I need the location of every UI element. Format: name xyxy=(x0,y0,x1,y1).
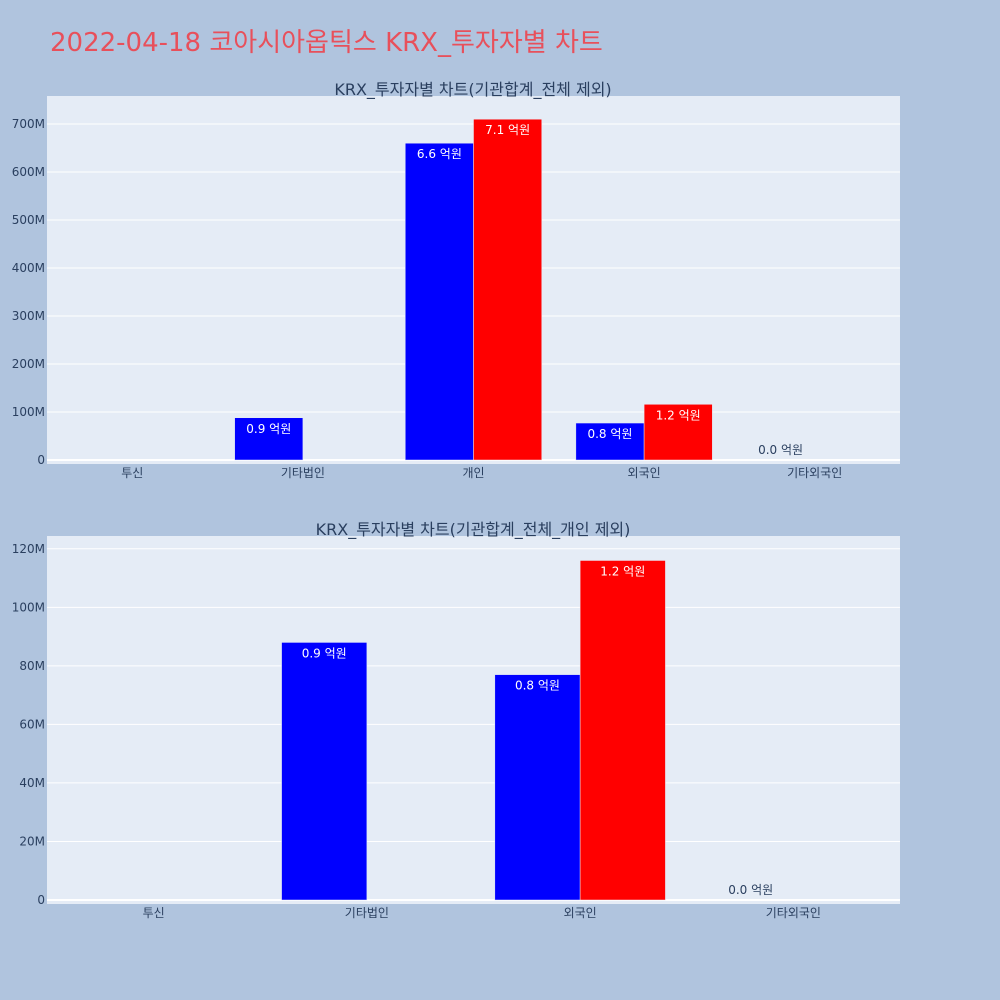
bar-data-label: 0.0 억원 xyxy=(728,883,773,897)
x-tick-label: 기타외국인 xyxy=(787,466,842,480)
y-tick-label: 300M xyxy=(12,309,45,323)
y-tick-label: 20M xyxy=(19,834,45,848)
bar-data-label: 6.6 억원 xyxy=(417,147,462,161)
y-tick-label: 100M xyxy=(12,600,45,614)
top-bar[interactable] xyxy=(473,118,542,461)
bottom-bar[interactable] xyxy=(281,642,368,901)
bar-data-label: 0.8 억원 xyxy=(587,427,632,441)
top-bar[interactable] xyxy=(643,404,713,461)
top-bar[interactable] xyxy=(234,417,304,461)
chart-top-title: KRX_투자자별 차트(기관합계_전체 제외) xyxy=(334,80,611,100)
chart-bottom-title: KRX_투자자별 차트(기관합계_전체_개인 제외) xyxy=(316,520,631,540)
x-tick-label: 기타법인 xyxy=(345,906,389,920)
plot-area xyxy=(47,536,900,904)
x-tick-label: 기타외국인 xyxy=(766,906,821,920)
y-tick-label: 60M xyxy=(19,717,45,731)
y-tick-label: 400M xyxy=(12,261,45,275)
x-tick-label: 투신 xyxy=(121,466,143,480)
x-tick-label: 투신 xyxy=(143,906,165,920)
x-tick-label: 기타법인 xyxy=(281,466,325,480)
x-tick-label: 외국인 xyxy=(564,906,597,920)
chart-top: KRX_투자자별 차트(기관합계_전체 제외) 0 100M 200M 300M 400… xyxy=(12,80,900,480)
y-tick-label: 700M xyxy=(12,117,45,131)
y-tick-label: 120M xyxy=(12,542,45,556)
bar-data-label: 0.9 억원 xyxy=(302,646,347,660)
y-tick-label: 500M xyxy=(12,213,45,227)
bottom-bar[interactable] xyxy=(494,674,581,901)
x-tick-label: 개인 xyxy=(462,466,484,480)
page-title: 2022-04-18 코아시아옵틱스 KRX_투자자별 차트 xyxy=(50,28,603,58)
y-tick-label: 200M xyxy=(12,357,45,371)
y-tick-label: 40M xyxy=(19,776,45,790)
bar-data-label: 0.0 억원 xyxy=(758,443,803,457)
y-tick-label: 80M xyxy=(19,659,45,673)
bar-data-label: 7.1 억원 xyxy=(485,123,530,137)
y-tick-label: 600M xyxy=(12,165,45,179)
top-bar[interactable] xyxy=(575,422,645,461)
bar-data-label: 0.8 억원 xyxy=(515,679,560,693)
bar-data-label: 1.2 억원 xyxy=(600,564,645,578)
bar-data-label: 1.2 억원 xyxy=(656,408,701,422)
bottom-bar[interactable] xyxy=(579,560,666,901)
y-tick-label: 0 xyxy=(37,893,45,907)
x-tick-label: 외국인 xyxy=(628,466,661,480)
top-bar[interactable] xyxy=(405,142,474,461)
bar-data-label: 0.9 억원 xyxy=(246,422,291,436)
y-tick-label: 0 xyxy=(37,453,45,467)
y-tick-label: 100M xyxy=(12,405,45,419)
